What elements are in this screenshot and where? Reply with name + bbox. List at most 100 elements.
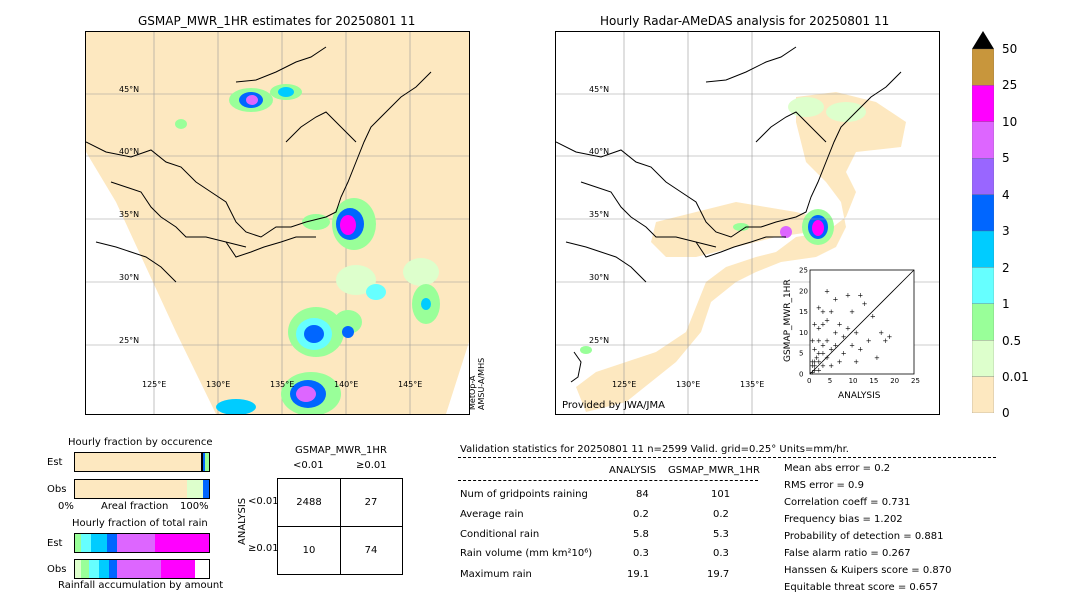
stat-row-gsmap: 19.7 (707, 569, 730, 580)
scatter-point: + (828, 362, 834, 370)
scatter-xtick: 20 (890, 377, 899, 385)
occurrence-title: Hourly fraction by occurence (68, 437, 213, 448)
scatter-point: + (812, 358, 818, 366)
lon-label: 135°E (740, 380, 764, 389)
scatter-plot: + + + + + + + + + + + + + + + + + + + + + + + + + + + + + + + + + + + + + + + +… (780, 262, 925, 402)
stat-row-analysis: 0.2 (633, 509, 649, 520)
lat-label: 45°N (119, 85, 139, 94)
scatter-ytick: 5 (799, 350, 803, 358)
scatter-point: + (887, 333, 893, 341)
stat-row-analysis: 84 (636, 489, 649, 500)
stat-row-analysis: 5.8 (633, 529, 649, 540)
scatter-points: ++++++++++++++++++++++++++++++++++++++++… (810, 287, 893, 376)
stat-row-label: Num of gridpoints raining (460, 489, 588, 500)
colorbar-canvas (971, 31, 995, 414)
scatter-point: + (820, 321, 826, 329)
colorbar-segment (971, 158, 995, 195)
colorbar-label: 5 (1002, 151, 1010, 165)
axis-100: 100% (180, 501, 209, 512)
lat-label: 25°N (589, 336, 609, 345)
total-est-bar (74, 533, 210, 553)
scatter-point: + (816, 304, 822, 312)
scatter-ticks: 00 5 5 10 10 15 15 20 20 25 25 (799, 267, 920, 386)
stat-row-analysis: 19.1 (627, 569, 650, 580)
scatter-point: + (812, 362, 818, 370)
scatter-canvas: ++++++++++++++++++++++++++++++++++++++++… (783, 267, 920, 402)
stat-row-label: Conditional rain (460, 529, 540, 540)
scatter-point: + (857, 291, 863, 299)
scatter-point: + (882, 337, 888, 345)
lat-label: 40°N (119, 147, 139, 156)
occurrence-obs-bar (74, 479, 210, 499)
validation-col-divider (458, 480, 758, 481)
colorbar-label: 0.01 (1002, 370, 1029, 384)
scatter-point: + (816, 366, 822, 374)
scatter-point: + (820, 362, 826, 370)
colorbar-label: 0 (1002, 406, 1010, 420)
scatter-xtick: 0 (807, 377, 811, 385)
left-map-canvas: 45°N 40°N 35°N 30°N 25°N 125°E 130°E 135… (86, 32, 469, 414)
scatter-ytick: 15 (799, 308, 808, 316)
scatter-point: + (837, 358, 843, 366)
colorbar-label: 2 (1002, 261, 1010, 275)
scatter-point: + (816, 358, 822, 366)
colorbar-extend-arrow (972, 31, 994, 49)
contingency-row-lt: <0.01 (248, 496, 279, 507)
scatter-point: + (874, 354, 880, 362)
scatter-point: + (832, 341, 838, 349)
score-line: Hanssen & Kuipers score = 0.870 (784, 565, 952, 576)
data-credit: Provided by JWA/JMA (562, 400, 665, 411)
stat-row-analysis: 0.3 (633, 548, 649, 559)
scatter-point: + (810, 368, 816, 376)
lat-label: 25°N (119, 336, 139, 345)
scatter-point: + (841, 350, 847, 358)
lon-label: 125°E (612, 380, 636, 389)
scatter-point: + (824, 316, 830, 324)
scatter-point: + (820, 341, 826, 349)
est-label: Est (47, 538, 63, 549)
stat-row-label: Rain volume (mm km²10⁶) (460, 548, 593, 559)
scatter-point: + (862, 300, 868, 308)
scatter-point: + (816, 337, 822, 345)
obs-label: Obs (47, 564, 67, 575)
colorbar-label: 0.5 (1002, 334, 1022, 348)
scatter-point: + (828, 308, 834, 316)
score-line: RMS error = 0.9 (784, 480, 864, 491)
lon-label: 130°E (676, 380, 700, 389)
colorbar-label: 1 (1002, 297, 1010, 311)
scatter-point: + (866, 337, 872, 345)
lon-label: 145°E (398, 380, 422, 389)
score-line: Equitable threat score = 0.657 (784, 582, 939, 593)
colorbar-segment (971, 267, 995, 304)
scatter-point: + (820, 350, 826, 358)
scatter-point: + (832, 329, 838, 337)
sensor-note-line2: AMSU-A/MHS (477, 357, 486, 410)
colorbar-segment (971, 48, 995, 86)
contingency-row-ge: ≥0.01 (248, 543, 279, 554)
stat-row-gsmap: 101 (711, 489, 731, 500)
colorbar-segment (971, 121, 995, 159)
colorbar-label: 3 (1002, 224, 1010, 238)
scatter-ytick: 0 (799, 371, 803, 379)
rainfall-footer: Rainfall accumulation by amount (58, 580, 224, 591)
contingency-col-ge: ≥0.01 (356, 460, 387, 471)
right-map-title: Hourly Radar-AMeDAS analysis for 2025080… (600, 14, 890, 28)
contingency-cell: 2488 (278, 479, 341, 527)
colorbar-label: 50 (1002, 42, 1018, 56)
scatter-point: + (870, 312, 876, 320)
colorbar-label: 4 (1002, 188, 1010, 202)
occurrence-est-bar (74, 452, 210, 472)
scatter-point: + (845, 325, 851, 333)
colorbar (971, 31, 995, 414)
colorbar-segment (971, 303, 995, 341)
stat-row-label: Maximum rain (460, 569, 532, 580)
scatter-point: + (810, 358, 816, 366)
scatter-point: + (824, 354, 830, 362)
right-map-canvas: 45°N 40°N 35°N 30°N 25°N 125°E 130°E 135… (556, 32, 939, 414)
lat-label: 45°N (589, 85, 609, 94)
col-analysis: ANALYSIS (609, 465, 657, 476)
scatter-point: + (841, 333, 847, 341)
total-rain-title: Hourly fraction of total rain (72, 518, 208, 529)
scatter-ytick: 10 (799, 329, 808, 337)
lat-label: 30°N (119, 273, 139, 282)
